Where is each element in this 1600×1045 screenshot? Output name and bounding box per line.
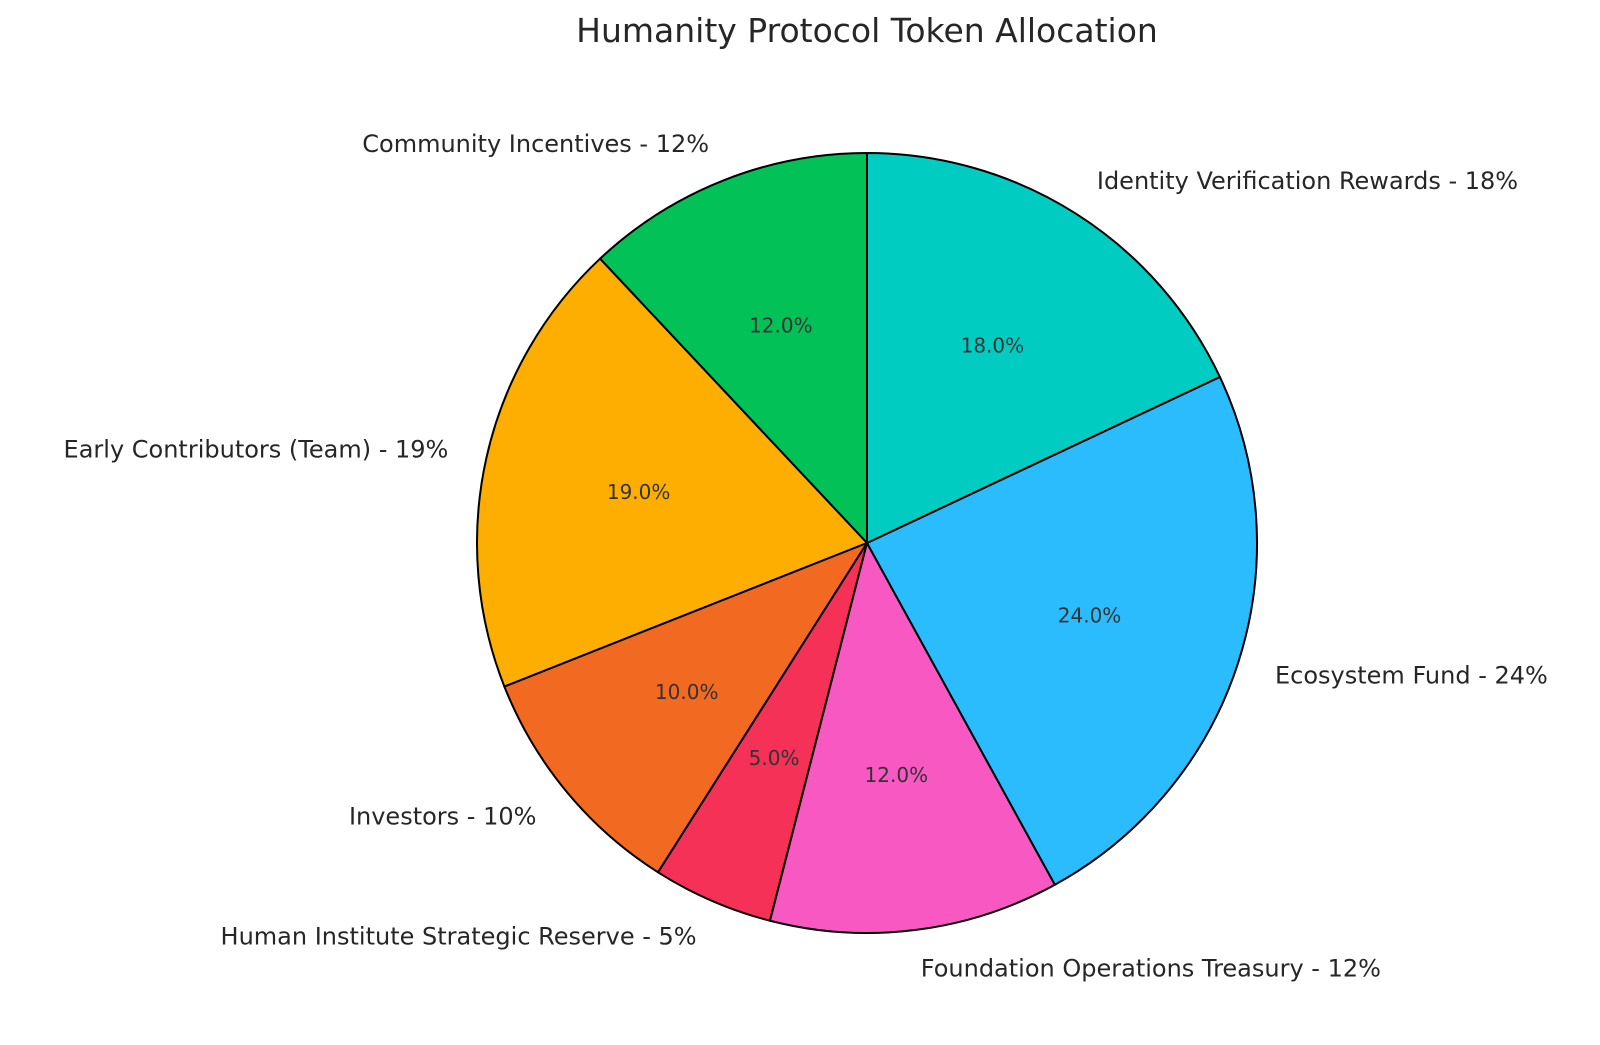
pie-slice-community-incentives (599, 152, 868, 544)
category-label-identity-verification-rewards: Identity Verification Rewards - 18% (1097, 167, 1518, 195)
pct-label-human-institute-strategic-reserve: 5.0% (749, 746, 800, 770)
pie-slice-foundation-operations-treasury (769, 542, 1056, 935)
pct-label-community-incentives: 12.0% (749, 313, 813, 337)
pct-label-investors: 10.0% (655, 680, 719, 704)
pie-slice-identity-verification-rewards (866, 152, 1221, 544)
pct-label-ecosystem-fund: 24.0% (1058, 603, 1122, 627)
pie-slices (476, 152, 1258, 935)
chart-title: Humanity Protocol Token Allocation (576, 11, 1158, 50)
category-label-early-contributors-team: Early Contributors (Team) - 19% (64, 435, 449, 463)
category-label-human-institute-strategic-reserve: Human Institute Strategic Reserve - 5% (221, 923, 697, 951)
pct-label-foundation-operations-treasury: 12.0% (865, 763, 929, 787)
percentage-labels: 12.0% 19.0% 10.0% 5.0% 12.0% 24.0% 18.0% (607, 313, 1121, 787)
category-labels: Community Incentives - 12% Early Contribu… (64, 130, 1548, 982)
pie-slice-ecosystem-fund (866, 375, 1258, 886)
pct-label-early-contributors-team: 19.0% (607, 480, 671, 504)
category-label-foundation-operations-treasury: Foundation Operations Treasury - 12% (921, 955, 1381, 983)
category-label-investors: Investors - 10% (349, 802, 537, 830)
pie-slice-early-contributors-team (476, 257, 868, 688)
pct-label-identity-verification-rewards: 18.0% (961, 333, 1025, 357)
category-label-community-incentives: Community Incentives - 12% (362, 130, 709, 158)
category-label-ecosystem-fund: Ecosystem Fund - 24% (1275, 662, 1548, 690)
pie-slice-investors (503, 542, 868, 874)
